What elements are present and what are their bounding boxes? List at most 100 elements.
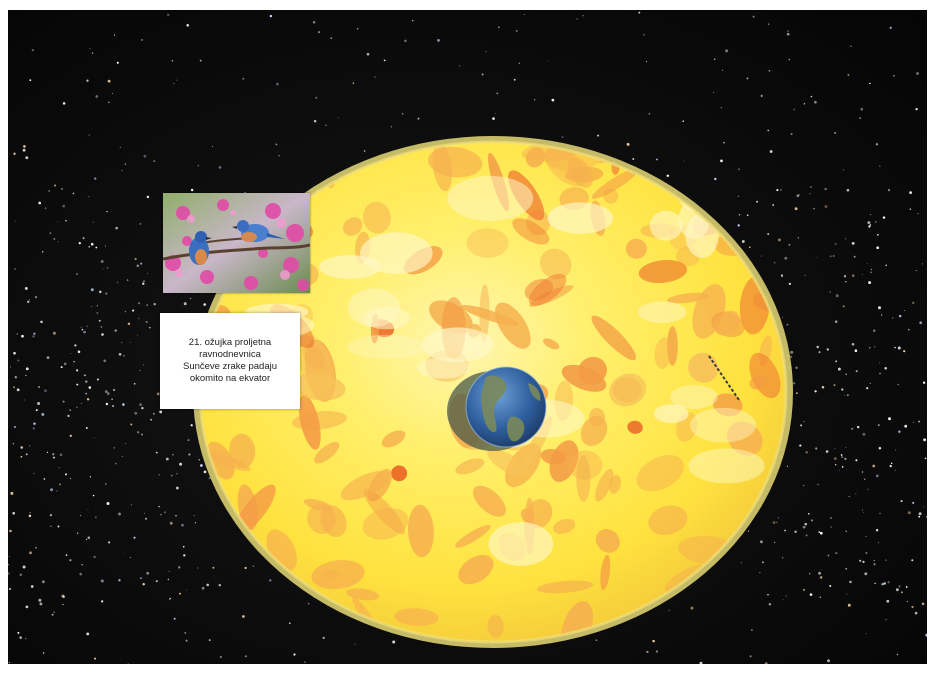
star <box>851 427 854 430</box>
star <box>167 13 170 16</box>
star <box>88 134 91 136</box>
star <box>244 566 247 570</box>
sun-spot <box>528 273 567 306</box>
star <box>65 219 67 222</box>
star <box>815 447 818 450</box>
star <box>898 430 901 433</box>
star <box>887 188 891 192</box>
star <box>832 254 835 258</box>
star <box>12 511 16 515</box>
star <box>356 27 359 30</box>
star <box>833 457 837 461</box>
star <box>870 271 873 274</box>
star <box>9 529 12 533</box>
star <box>912 301 915 305</box>
sun-spot <box>479 284 490 342</box>
sun-spot <box>487 614 504 638</box>
sun-spot <box>343 217 363 236</box>
star <box>722 69 724 71</box>
star <box>178 566 181 569</box>
star <box>912 421 914 423</box>
star <box>242 77 245 80</box>
star <box>813 208 815 210</box>
star <box>325 124 327 126</box>
star <box>155 580 158 583</box>
star <box>92 494 95 497</box>
star <box>322 636 325 640</box>
star <box>65 473 67 476</box>
star <box>861 471 864 473</box>
sun-spot <box>588 407 605 427</box>
star <box>843 394 845 396</box>
star <box>242 615 245 618</box>
star <box>737 224 740 227</box>
star <box>100 326 103 328</box>
star <box>108 541 111 544</box>
star <box>52 453 55 456</box>
star <box>80 326 82 328</box>
star <box>760 255 762 257</box>
star <box>183 302 187 306</box>
star <box>851 241 855 245</box>
sun-spot <box>544 146 588 187</box>
star <box>83 374 86 377</box>
sun-spot <box>487 448 526 476</box>
star <box>98 319 101 322</box>
star <box>269 579 272 582</box>
star <box>830 526 832 528</box>
star <box>777 517 780 519</box>
earth-globe[interactable] <box>438 365 558 455</box>
star <box>50 525 52 527</box>
star <box>42 251 44 253</box>
star <box>208 639 211 642</box>
star <box>96 378 99 381</box>
star <box>417 117 420 120</box>
sun-spot <box>320 505 347 538</box>
sun-spot <box>461 304 519 327</box>
star <box>720 107 722 109</box>
star <box>116 281 119 284</box>
star <box>767 129 769 132</box>
star <box>646 650 649 654</box>
star <box>850 45 852 48</box>
star <box>840 454 843 456</box>
star <box>903 350 906 353</box>
sun-spot <box>512 218 550 245</box>
star <box>201 586 205 590</box>
star <box>597 134 600 137</box>
sun-spot <box>688 352 719 383</box>
bluebirds-on-blossom-photo <box>163 193 310 293</box>
star <box>104 483 107 485</box>
star <box>914 611 918 615</box>
star <box>170 474 173 477</box>
photo-card[interactable] <box>163 193 310 293</box>
star <box>197 165 199 167</box>
star <box>746 214 749 217</box>
sun-spot <box>627 420 643 434</box>
star <box>879 372 881 375</box>
star <box>25 453 28 456</box>
star <box>411 19 414 22</box>
sun-spot <box>636 455 685 492</box>
sun-highlight <box>488 522 554 566</box>
star <box>759 540 763 544</box>
star <box>363 150 366 152</box>
star <box>113 388 116 392</box>
star <box>106 266 109 269</box>
star <box>759 572 761 574</box>
star <box>879 362 881 364</box>
star <box>874 582 876 584</box>
star <box>870 268 873 271</box>
star <box>181 523 184 527</box>
sun-highlight <box>654 404 689 423</box>
star <box>699 661 703 664</box>
star <box>857 425 860 429</box>
star <box>875 221 877 223</box>
star <box>894 469 896 471</box>
star <box>75 273 78 276</box>
star <box>85 427 88 429</box>
marker-line <box>708 355 740 401</box>
star <box>95 516 97 518</box>
star <box>392 640 396 644</box>
